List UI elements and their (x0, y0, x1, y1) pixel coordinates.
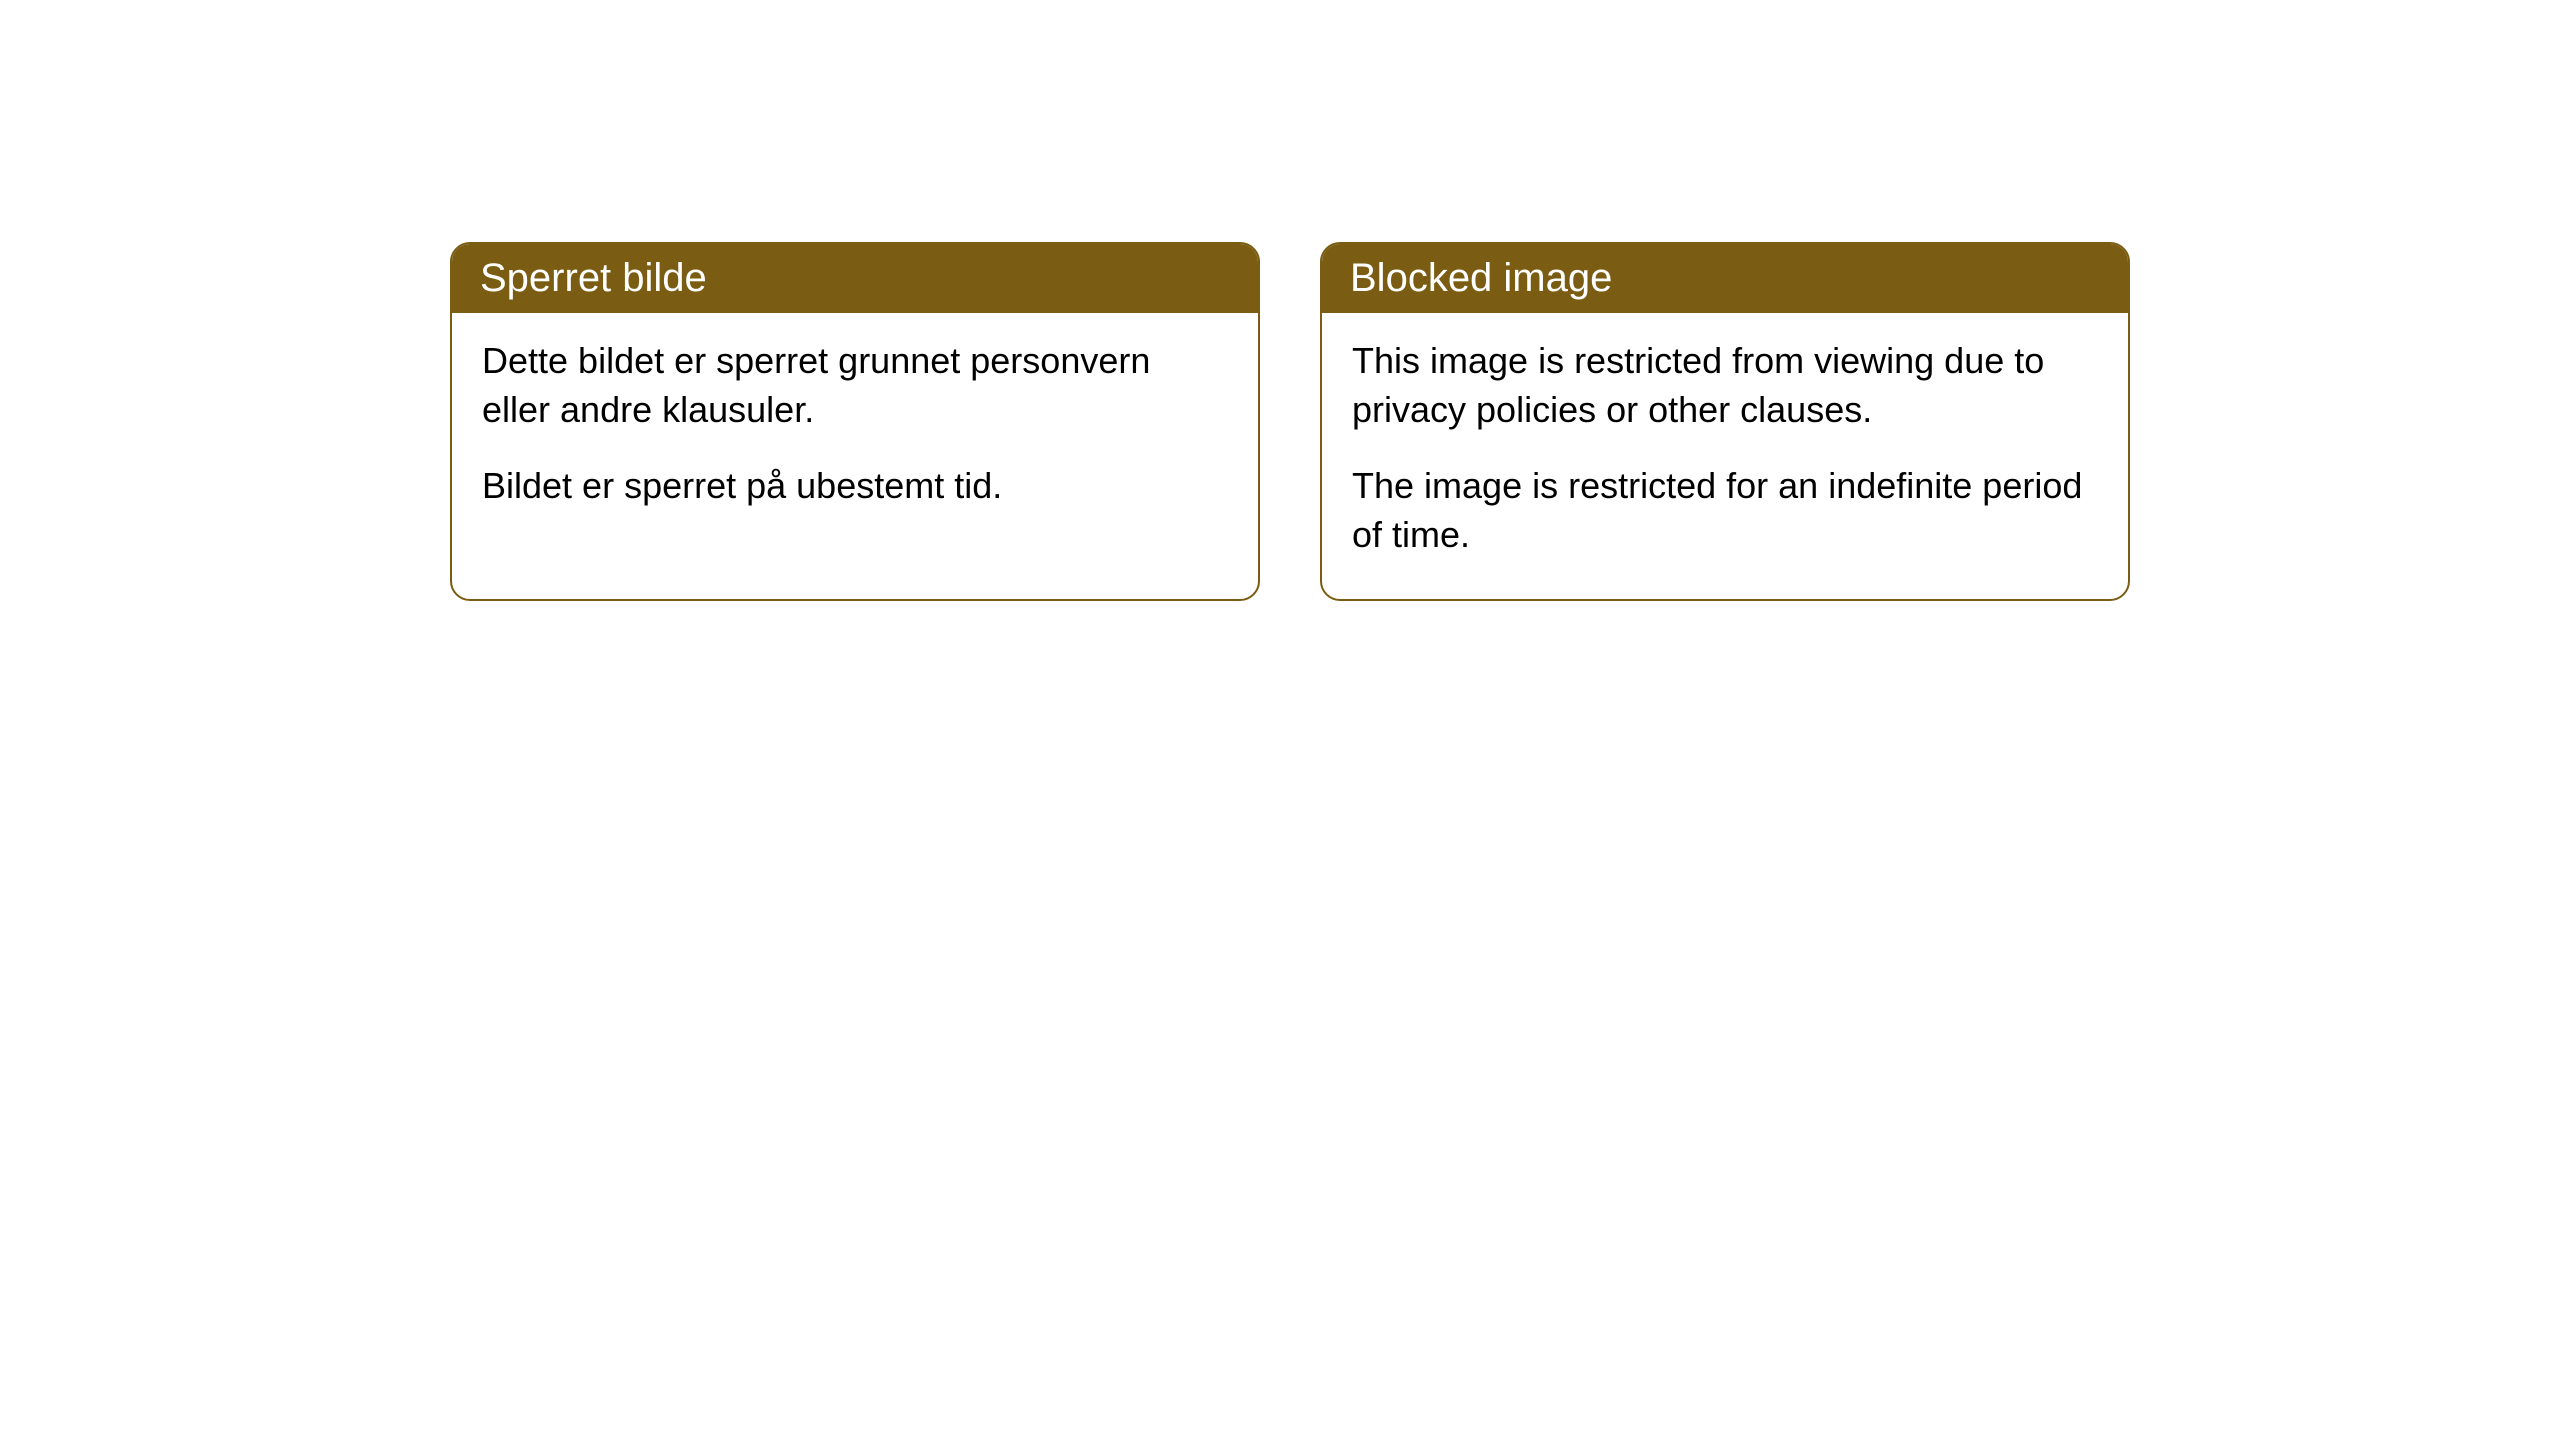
card-paragraph: This image is restricted from viewing du… (1352, 337, 2098, 434)
card-header: Sperret bilde (452, 244, 1258, 313)
card-title: Sperret bilde (480, 256, 707, 300)
notice-card-norwegian: Sperret bilde Dette bildet er sperret gr… (450, 242, 1260, 601)
card-paragraph: Bildet er sperret på ubestemt tid. (482, 462, 1228, 511)
card-body: This image is restricted from viewing du… (1322, 313, 2128, 599)
notice-card-english: Blocked image This image is restricted f… (1320, 242, 2130, 601)
notice-cards-container: Sperret bilde Dette bildet er sperret gr… (450, 242, 2130, 601)
card-paragraph: The image is restricted for an indefinit… (1352, 462, 2098, 559)
card-header: Blocked image (1322, 244, 2128, 313)
card-paragraph: Dette bildet er sperret grunnet personve… (482, 337, 1228, 434)
card-title: Blocked image (1350, 256, 1612, 300)
card-body: Dette bildet er sperret grunnet personve… (452, 313, 1258, 551)
